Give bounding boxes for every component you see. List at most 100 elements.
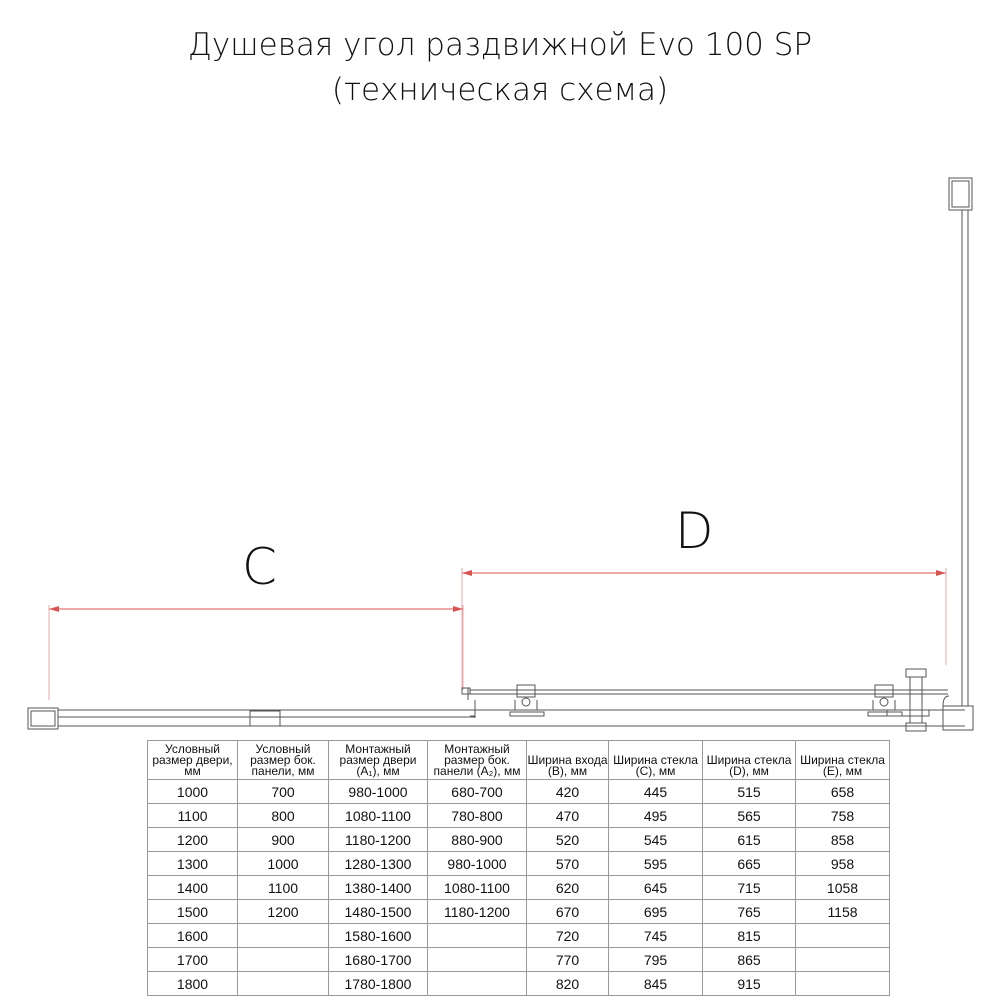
table-cell: 770 [526, 947, 609, 972]
roller-left [509, 684, 545, 717]
table-cell: 1200 [147, 827, 238, 852]
table-cell [795, 971, 890, 996]
table-row: 1100 800 1080-1100 780-800 470 495 565 758 [147, 803, 890, 828]
table-row: 1600 1580-1600 720 745 815 [147, 923, 890, 948]
table-cell: 900 [237, 827, 329, 852]
table-cell: 1680-1700 [328, 947, 428, 972]
column-header: Ширина входа (B), мм [526, 740, 609, 780]
table-cell: 1580-1600 [328, 923, 428, 948]
table-cell [795, 947, 890, 972]
column-header: Ширина стекла (D), мм [702, 740, 796, 780]
column-header: Монтажный размер двери (A₁), мм [328, 740, 428, 780]
table-cell: 1180-1200 [328, 827, 428, 852]
table-row: 1500 1200 1480-1500 1180-1200 670 695 765 1158 [147, 899, 890, 924]
table-cell [795, 923, 890, 948]
table-cell: 1380-1400 [328, 875, 428, 900]
table-cell: 1100 [147, 803, 238, 828]
dimension-d [461, 568, 947, 690]
table-cell: 420 [526, 779, 609, 804]
table-cell: 858 [795, 827, 890, 852]
table-cell: 845 [608, 971, 703, 996]
table-cell: 1400 [147, 875, 238, 900]
table-cell: 645 [608, 875, 703, 900]
table-cell: 715 [702, 875, 796, 900]
table-row: 1700 1680-1700 770 795 865 [147, 947, 890, 972]
table-header-row: Условный размер двери, мм Условный размер… [147, 740, 890, 780]
table-cell: 865 [702, 947, 796, 972]
table-row: 1400 1100 1380-1400 1080-1100 620 645 715 1058 [147, 875, 890, 900]
table-cell: 795 [608, 947, 703, 972]
table-cell: 620 [526, 875, 609, 900]
table-cell: 815 [702, 923, 796, 948]
table-cell: 1180-1200 [427, 899, 527, 924]
column-header: Монтажный размер бок. панели (A₂), мм [427, 740, 527, 780]
table-cell: 780-800 [427, 803, 527, 828]
table-cell: 1780-1800 [328, 971, 428, 996]
page-subtitle: (техническая схема) [331, 72, 669, 108]
table-cell [237, 947, 329, 972]
table-cell: 1058 [795, 875, 890, 900]
table-cell: 680-700 [427, 779, 527, 804]
table-cell: 1280-1300 [328, 851, 428, 876]
shower-profile [27, 177, 974, 732]
table-cell: 1080-1100 [427, 875, 527, 900]
table-cell: 1600 [147, 923, 238, 948]
dimension-c-label: C [242, 538, 277, 596]
table-cell [237, 923, 329, 948]
table-cell: 1158 [795, 899, 890, 924]
column-header: Ширина стекла (C), мм [608, 740, 703, 780]
table-cell: 765 [702, 899, 796, 924]
table-cell: 758 [795, 803, 890, 828]
table-cell: 880-900 [427, 827, 527, 852]
table-cell: 658 [795, 779, 890, 804]
table-cell: 545 [608, 827, 703, 852]
table-cell: 700 [237, 779, 329, 804]
table-cell: 820 [526, 971, 609, 996]
table-row: 1300 1000 1280-1300 980-1000 570 595 665 958 [147, 851, 890, 876]
column-header: Ширина стекла (E), мм [795, 740, 890, 780]
technical-drawing [27, 177, 974, 732]
table-cell: 515 [702, 779, 796, 804]
page-title: Душевая угол раздвижной Evo 100 SP [187, 27, 813, 63]
table-cell: 695 [608, 899, 703, 924]
table-cell: 1480-1500 [328, 899, 428, 924]
table-cell: 1800 [147, 971, 238, 996]
table-cell: 1080-1100 [328, 803, 428, 828]
dimension-c [48, 605, 464, 700]
handle [886, 668, 930, 732]
column-header: Условный размер бок. панели, мм [237, 740, 329, 780]
table-cell: 565 [702, 803, 796, 828]
table-cell: 980-1000 [328, 779, 428, 804]
table-cell: 915 [702, 971, 796, 996]
column-header: Условный размер двери, мм [147, 740, 238, 780]
table-cell: 980-1000 [427, 851, 527, 876]
table-cell: 665 [702, 851, 796, 876]
table-cell: 1500 [147, 899, 238, 924]
table-row: 1200 900 1180-1200 880-900 520 545 615 858 [147, 827, 890, 852]
table-cell [427, 947, 527, 972]
table-cell: 495 [608, 803, 703, 828]
table-cell: 520 [526, 827, 609, 852]
table-cell: 800 [237, 803, 329, 828]
table-cell: 615 [702, 827, 796, 852]
table-cell: 745 [608, 923, 703, 948]
table-cell: 595 [608, 851, 703, 876]
table-row: 1000 700 980-1000 680-700 420 445 515 658 [147, 779, 890, 804]
dimension-d-label: D [675, 502, 714, 560]
table-cell: 470 [526, 803, 609, 828]
size-table: Условный размер двери, мм Условный размер… [147, 740, 890, 996]
table-cell: 1000 [237, 851, 329, 876]
table-cell: 445 [608, 779, 703, 804]
table-cell: 570 [526, 851, 609, 876]
table-cell: 1300 [147, 851, 238, 876]
table-cell: 720 [526, 923, 609, 948]
table-cell: 958 [795, 851, 890, 876]
table-cell: 1000 [147, 779, 238, 804]
table-cell [427, 923, 527, 948]
table-cell: 1700 [147, 947, 238, 972]
table-cell: 1200 [237, 899, 329, 924]
table-cell: 670 [526, 899, 609, 924]
table-cell [427, 971, 527, 996]
table-cell [237, 971, 329, 996]
table-row: 1800 1780-1800 820 845 915 [147, 971, 890, 996]
